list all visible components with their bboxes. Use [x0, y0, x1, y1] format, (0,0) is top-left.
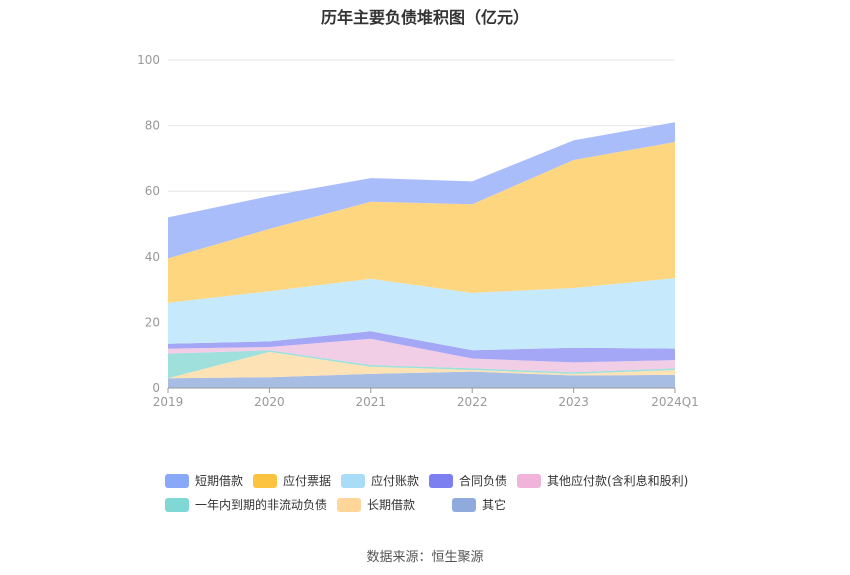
legend-item[interactable]: 应付票据 [253, 472, 331, 489]
legend-label: 一年内到期的非流动负债 [195, 498, 328, 512]
area-series-0 [168, 371, 675, 388]
legend-label: 其它 [482, 498, 507, 512]
area-series-7 [168, 122, 675, 259]
area-series-1 [168, 351, 675, 379]
y-tick-label: 80 [145, 119, 160, 133]
x-tick-label: 2023 [558, 395, 589, 409]
legend-swatch [165, 473, 189, 488]
legend-label: 短期借款 [195, 474, 244, 488]
legend-swatch [429, 473, 453, 488]
legend-label: 应付票据 [283, 474, 332, 488]
legend-item[interactable]: 其他应付款(含利息和股利) [517, 472, 688, 489]
area-series-4 [168, 331, 675, 363]
legend-item[interactable]: 短期借款 [165, 472, 243, 489]
legend-swatch [341, 473, 365, 488]
x-tick-label: 2019 [153, 395, 184, 409]
legend-item[interactable]: 合同负债 [429, 472, 507, 489]
area-series-3 [168, 338, 675, 373]
x-tick-label: 2022 [457, 395, 488, 409]
area-series-6 [168, 142, 675, 303]
data-source: 数据来源：恒生聚源 [366, 550, 484, 565]
legend-item[interactable]: 其它 [452, 496, 506, 513]
legend-label: 其他应付款(含利息和股利) [547, 474, 689, 488]
y-tick-label: 100 [137, 53, 160, 67]
x-tick-label: 2020 [254, 395, 285, 409]
legend-label: 合同负债 [459, 474, 508, 488]
legend-label: 长期借款 [367, 498, 416, 512]
chart-title: 历年主要负债堆积图（亿元） [320, 8, 529, 27]
x-tick-label: 2021 [356, 395, 387, 409]
y-tick-label: 40 [145, 250, 160, 264]
legend-swatch [517, 473, 541, 488]
legend-swatch [253, 473, 277, 488]
legend-item[interactable]: 一年内到期的非流动负债 [165, 496, 327, 513]
legend-item[interactable]: 长期借款 [337, 496, 415, 513]
y-tick-label: 60 [145, 184, 160, 198]
legend-item[interactable]: 应付账款 [341, 472, 419, 489]
area-series-2 [168, 350, 675, 379]
area-series-5 [168, 278, 675, 351]
stacked-area-chart: 0 20 40 60 80 100 2019 2020 2021 2022 2023 2024Q1 [137, 53, 699, 409]
y-tick-label: 0 [152, 381, 160, 395]
legend-swatch [165, 497, 189, 512]
legend-swatch [337, 497, 361, 512]
x-tick-label: 2024Q1 [651, 395, 699, 409]
legend-label: 应付账款 [371, 474, 420, 488]
legend-swatch [452, 497, 476, 512]
y-tick-label: 20 [145, 315, 160, 329]
